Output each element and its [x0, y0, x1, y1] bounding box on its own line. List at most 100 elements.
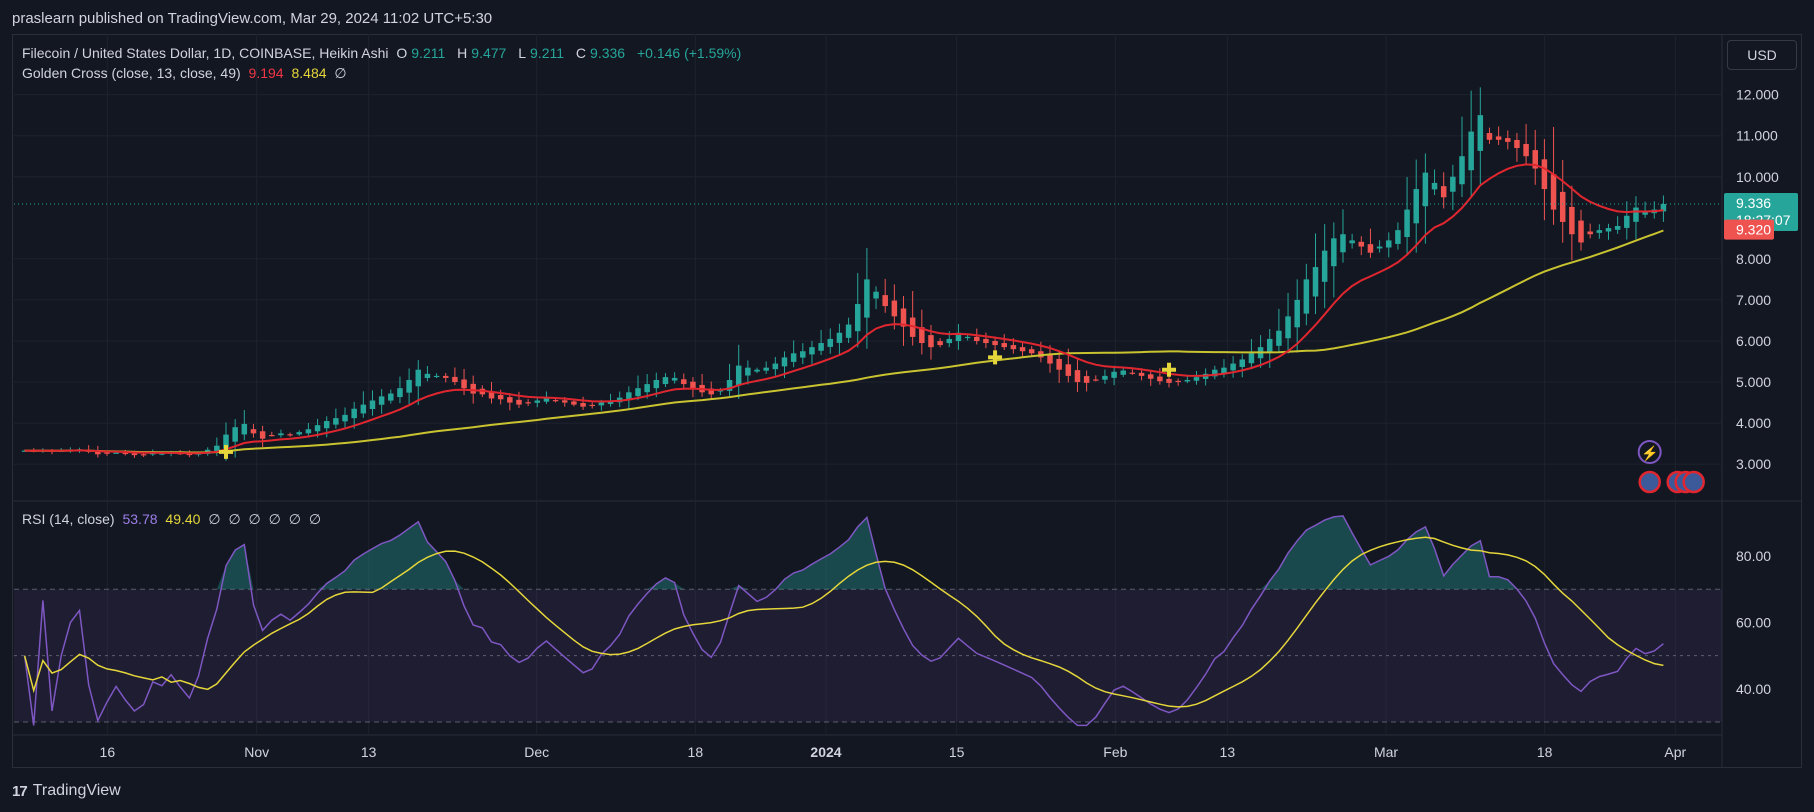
heikin-ashi-candle [626, 386, 632, 410]
candle-body [1083, 376, 1090, 383]
heikin-ashi-candle [1294, 279, 1300, 353]
heikin-ashi-candle [1285, 292, 1291, 354]
candle-body [1422, 172, 1429, 207]
candle-body [1532, 150, 1538, 169]
heikin-ashi-candle [1523, 124, 1529, 165]
heikin-ashi-candle [424, 365, 431, 382]
heikin-ashi-candle [1413, 159, 1419, 253]
candle-body [919, 327, 925, 344]
heikin-ashi-candle [1349, 233, 1355, 249]
hide-icon[interactable]: ∅ [308, 511, 322, 527]
price-tick-label: 4.000 [1736, 415, 1771, 431]
heikin-ashi-candle [1477, 87, 1484, 186]
heikin-ashi-candle [378, 389, 385, 414]
candle-body [1212, 369, 1218, 377]
time-tick-label: Nov [244, 744, 269, 760]
hide-icon[interactable]: ∅ [334, 65, 347, 81]
price-tick-label: 5.000 [1736, 374, 1771, 390]
candle-body [1633, 207, 1639, 222]
hide-icon[interactable]: ∅ [208, 511, 221, 527]
us-flag-icon [1682, 470, 1705, 494]
heikin-ashi-candle [1624, 201, 1630, 240]
heikin-ashi-candle [388, 389, 394, 404]
currency-button[interactable]: USD [1727, 40, 1797, 70]
heikin-ashi-candle [287, 432, 293, 437]
rsi-legend[interactable]: RSI (14, close) 53.78 49.40 ∅ ∅ ∅ ∅ ∅ ∅ [22, 511, 325, 528]
heikin-ashi-candle [983, 332, 989, 349]
heikin-ashi-candle [296, 430, 302, 436]
time-tick-label: 13 [1220, 744, 1236, 760]
heikin-ashi-candle [763, 361, 769, 374]
tradingview-logo-icon: 17 [12, 782, 28, 800]
chart-frame[interactable] [12, 34, 1802, 768]
heikin-ashi-candle [1321, 224, 1328, 309]
heikin-ashi-candle [1660, 195, 1667, 222]
price-tick-label: 10.000 [1736, 169, 1779, 185]
candle-body [1019, 347, 1026, 352]
candle-body [113, 452, 119, 454]
hide-icon[interactable]: ∅ [228, 511, 241, 527]
candle-body [1294, 299, 1300, 328]
footer-brand[interactable]: 17 TradingView [12, 782, 121, 800]
candle-body [690, 381, 696, 389]
heikin-ashi-candle [1120, 367, 1126, 378]
heikin-ashi-candle [85, 445, 92, 454]
candle-body [1404, 209, 1410, 238]
candle-body [186, 453, 193, 456]
slow-ma-line [24, 229, 1664, 454]
heikin-ashi-candle [882, 278, 888, 313]
symbol-legend[interactable]: Filecoin / United States Dollar, 1D, COI… [22, 45, 745, 61]
candle-body [1056, 358, 1062, 370]
candle-body [1578, 220, 1584, 243]
hide-icon[interactable]: ∅ [268, 511, 281, 527]
indicator-legend[interactable]: Golden Cross (close, 13, close, 49) 9.19… [22, 65, 351, 82]
candle-body [461, 379, 467, 389]
candle-body [1459, 156, 1465, 185]
time-tick-label: Mar [1374, 744, 1398, 760]
heikin-ashi-candle [818, 329, 824, 356]
heikin-ashi-candle [442, 372, 449, 383]
heikin-ashi-candle [1514, 132, 1520, 162]
candle-body [1175, 380, 1181, 383]
heikin-ashi-candle [1331, 222, 1337, 298]
hide-icon[interactable]: ∅ [288, 511, 301, 527]
heikin-ashi-candle [671, 372, 678, 384]
heikin-ashi-candle [507, 393, 513, 411]
heikin-ashi-candle [278, 429, 284, 438]
candle-body [1276, 330, 1282, 346]
heikin-ashi-candle [1633, 196, 1639, 240]
heikin-ashi-candle [406, 368, 412, 405]
heikin-ashi-candle [21, 449, 28, 452]
heikin-ashi-candle [1422, 153, 1429, 244]
candle-body [1001, 343, 1007, 348]
candle-body [1431, 182, 1438, 190]
candle-body [1147, 374, 1154, 379]
heikin-ashi-candle [690, 377, 696, 398]
candle-body [891, 300, 898, 317]
candle-body [726, 379, 733, 391]
candle-body [992, 340, 998, 346]
candle-body [1065, 364, 1072, 376]
candle-body [571, 401, 577, 405]
rsi-tick-label: 40.00 [1736, 681, 1771, 697]
heikin-ashi-candle [1239, 354, 1246, 378]
candle-body [800, 351, 806, 358]
heikin-ashi-candle [1230, 356, 1236, 378]
heikin-ashi-candle [1202, 368, 1209, 386]
hide-icon[interactable]: ∅ [248, 511, 261, 527]
heikin-ashi-candle [259, 425, 266, 448]
time-tick-label: 13 [361, 744, 377, 760]
heikin-ashi-candle [516, 391, 522, 408]
candle-body [1541, 159, 1548, 190]
candle-body [415, 369, 422, 387]
candle-body [259, 431, 266, 439]
cross-marker-icon [219, 444, 233, 459]
heikin-ashi-candle [919, 309, 925, 355]
candle-body [232, 427, 238, 442]
heikin-ashi-candle [214, 437, 220, 457]
candle-body [452, 376, 458, 383]
candle-body [1550, 174, 1557, 210]
heikin-ashi-candle [433, 373, 440, 379]
candle-body [1285, 316, 1291, 339]
